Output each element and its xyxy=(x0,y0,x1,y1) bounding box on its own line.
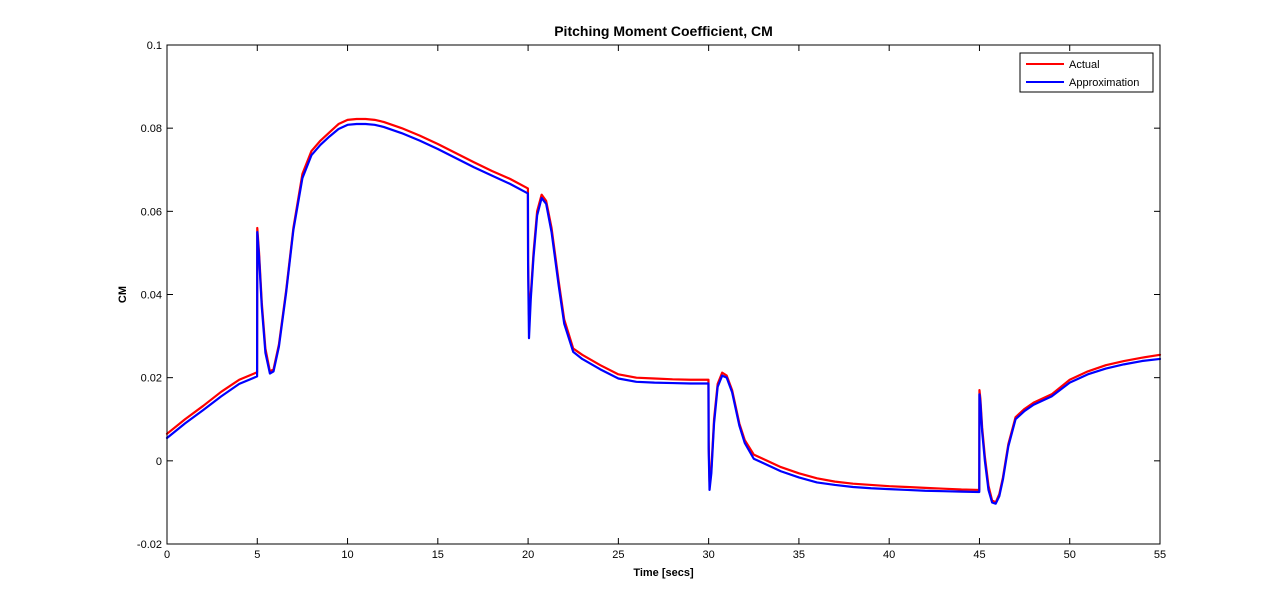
x-tick-label: 25 xyxy=(612,549,624,561)
legend: Actual Approximation xyxy=(1019,52,1154,93)
axes-box xyxy=(166,44,1161,545)
x-tick-label: 50 xyxy=(1064,549,1076,561)
x-tick-label: 45 xyxy=(973,549,985,561)
legend-entry-label: Approximation xyxy=(1069,77,1139,89)
x-tick-label: 40 xyxy=(883,549,895,561)
chart-title: Pitching Moment Coefficient, CM xyxy=(554,23,773,39)
legend-entry-label: Actual xyxy=(1069,59,1100,71)
plot-background xyxy=(167,45,1160,544)
x-axis-label: Time [secs] xyxy=(633,567,694,579)
plot-area xyxy=(167,45,1160,544)
y-tick-label: 0.08 xyxy=(141,123,162,135)
x-tick-label: 30 xyxy=(703,549,715,561)
y-tick-label: 0 xyxy=(156,456,162,468)
series-lines xyxy=(165,117,1162,505)
y-tick-label: -0.02 xyxy=(137,539,162,551)
series-line-approximation xyxy=(165,122,1162,505)
y-tick-label: 0.02 xyxy=(141,373,162,385)
legend-box xyxy=(1019,52,1154,93)
y-tick-label: 0.1 xyxy=(147,40,162,52)
x-tick-label: 55 xyxy=(1154,549,1166,561)
x-tick-label: 35 xyxy=(793,549,805,561)
x-tick-label: 20 xyxy=(522,549,534,561)
x-tick-label: 5 xyxy=(254,549,260,561)
x-tick-label: 15 xyxy=(432,549,444,561)
x-tick-label: 10 xyxy=(341,549,353,561)
axis-ticks: 0 5 10 15 20 25 30 35 40 45 50 55-0.0200.020.040.06… xyxy=(137,40,1166,561)
x-tick-label: 0 xyxy=(164,549,170,561)
y-axis-label: CM xyxy=(117,286,129,303)
y-tick-label: 0.04 xyxy=(141,290,162,302)
y-tick-label: 0.06 xyxy=(141,206,162,218)
